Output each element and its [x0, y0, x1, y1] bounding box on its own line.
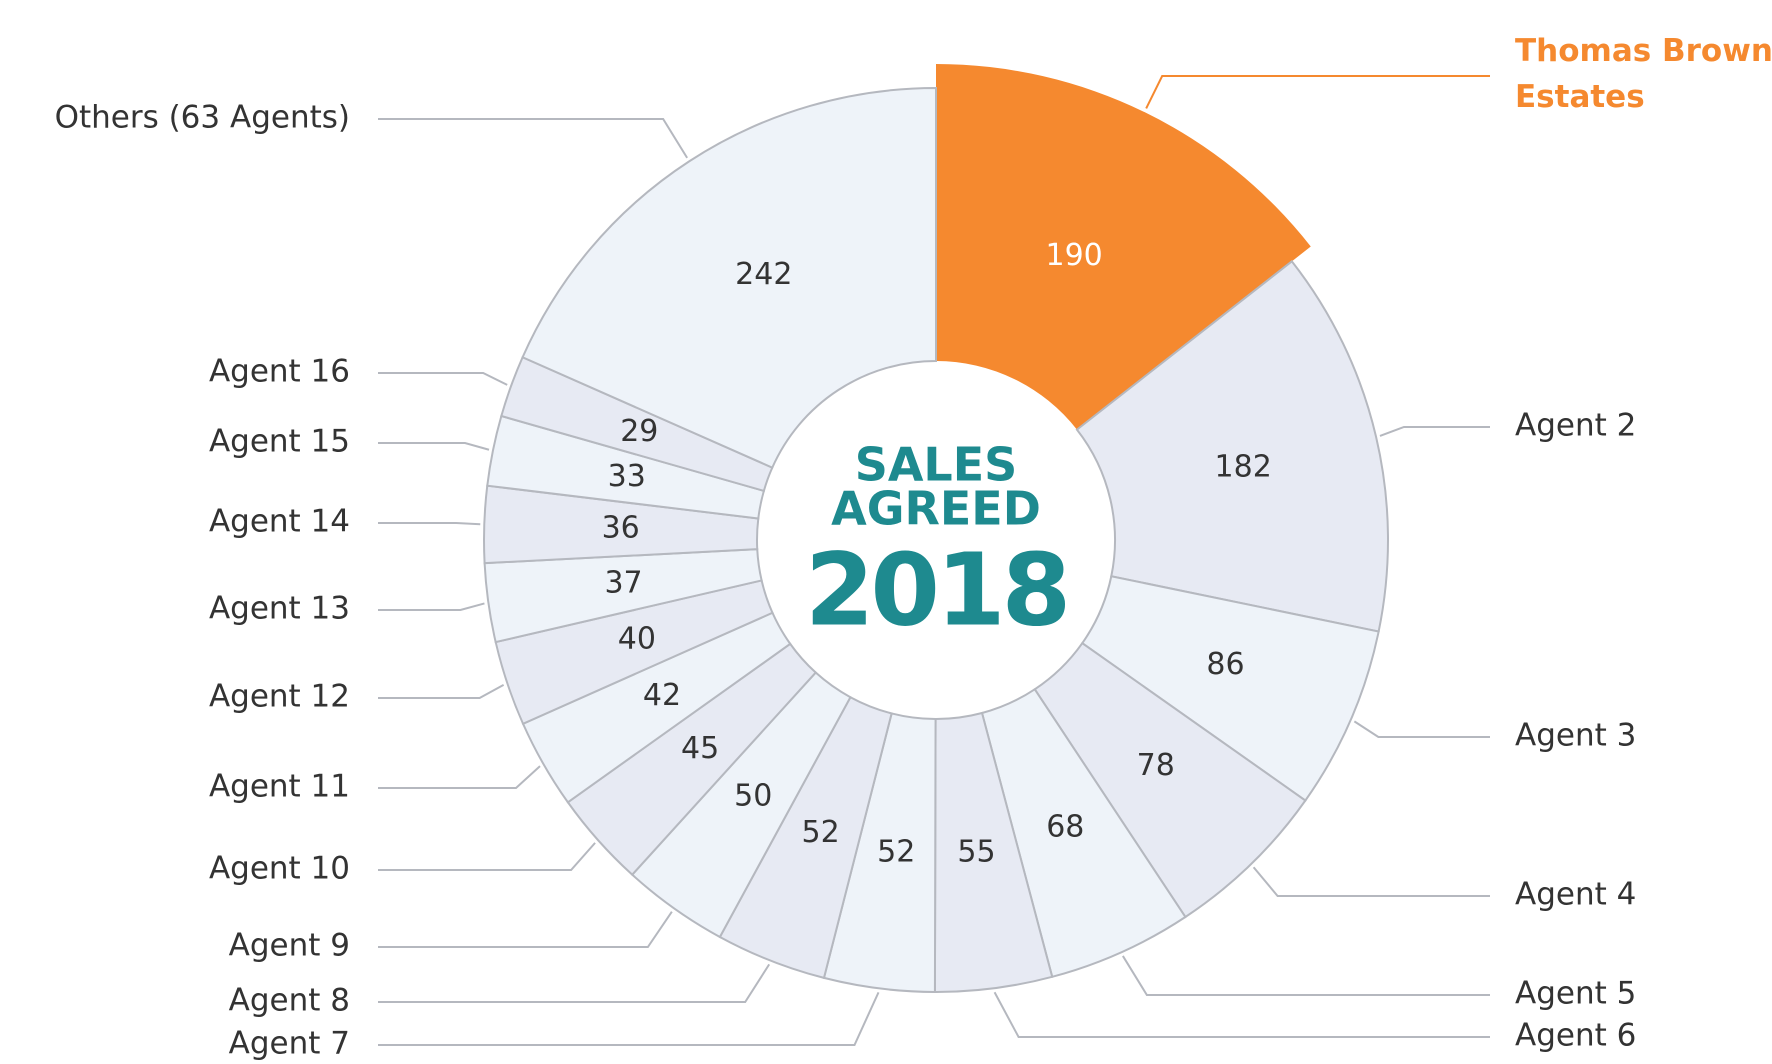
- category-label: Agent 4: [1515, 877, 1636, 913]
- category-label: Agent 11: [209, 769, 350, 805]
- category-label: Agent 9: [229, 928, 350, 964]
- value-label: 86: [1206, 647, 1244, 682]
- leader-line: [1252, 866, 1490, 897]
- leader-line: [378, 683, 505, 699]
- category-label: Agent 12: [209, 679, 350, 715]
- value-label: 37: [604, 565, 642, 600]
- category-label: Agent 16: [209, 354, 350, 390]
- value-label: 36: [602, 511, 640, 546]
- category-label: Agent 6: [1515, 1018, 1636, 1054]
- leader-line: [378, 963, 771, 1003]
- leader-line: [378, 765, 541, 789]
- slice: [936, 64, 1311, 430]
- slice: [521, 86, 937, 469]
- category-label: Agent 7: [229, 1026, 350, 1062]
- category-label: Agent 2: [1515, 408, 1636, 444]
- leader-line: [378, 842, 596, 871]
- leader-line: [1145, 75, 1490, 109]
- value-label: 52: [801, 815, 839, 850]
- highlight-label: Thomas Brown Estates: [1515, 33, 1772, 115]
- leader-line: [993, 991, 1490, 1038]
- value-label: 242: [735, 257, 792, 292]
- value-label: 182: [1215, 450, 1272, 485]
- center-title: SALES: [855, 438, 1018, 492]
- value-label: 190: [1046, 238, 1103, 273]
- leader-line: [378, 522, 481, 526]
- value-label: 52: [877, 834, 915, 869]
- leader-line: [378, 991, 880, 1046]
- category-label: Others (63 Agents): [55, 100, 350, 136]
- leader-line: [378, 372, 508, 386]
- category-label: Agent 3: [1515, 718, 1636, 754]
- category-label: Agent 13: [209, 591, 350, 627]
- center-title: AGREED: [831, 482, 1041, 536]
- value-label: 42: [643, 678, 681, 713]
- leader-line: [1353, 720, 1490, 738]
- value-label: 45: [681, 731, 719, 766]
- value-label: 33: [608, 459, 646, 494]
- leader-line: [378, 602, 485, 611]
- value-label: 40: [618, 622, 656, 657]
- value-label: 55: [957, 834, 995, 869]
- value-label: 68: [1046, 809, 1084, 844]
- leader-line: [378, 442, 490, 451]
- leader-line: [378, 911, 673, 948]
- category-label: Agent 5: [1515, 976, 1636, 1012]
- leader-line: [1122, 955, 1490, 996]
- slice: [1075, 259, 1389, 633]
- category-label: Agent 14: [209, 504, 350, 540]
- leader-line: [1379, 426, 1490, 437]
- value-label: 50: [734, 779, 772, 814]
- center-year: 2018: [805, 531, 1067, 648]
- leader-line: [378, 118, 688, 159]
- value-label: 78: [1137, 748, 1175, 783]
- value-label: 29: [620, 414, 658, 449]
- category-label: Agent 15: [209, 424, 350, 460]
- category-label: Agent 8: [229, 983, 350, 1019]
- category-label: Agent 10: [209, 851, 350, 887]
